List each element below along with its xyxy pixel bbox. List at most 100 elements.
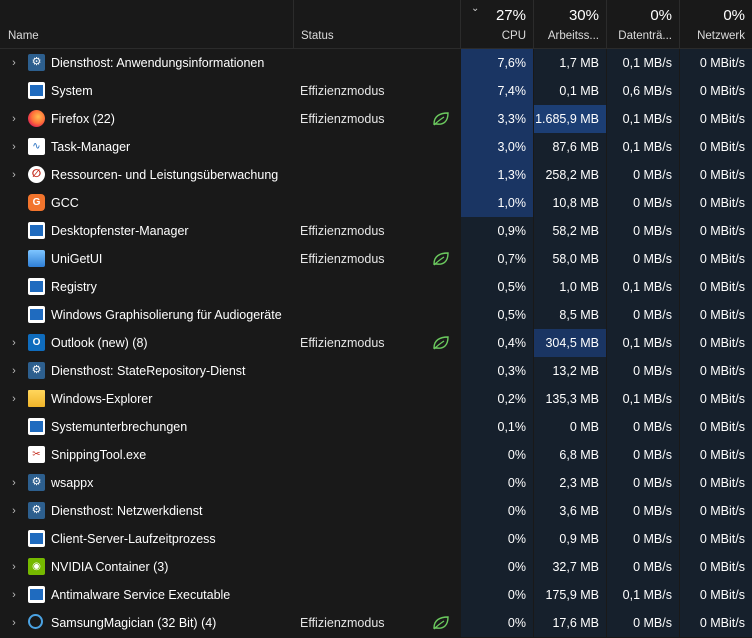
expand-chevron-icon[interactable]: › (12, 169, 16, 181)
expand-chevron-icon[interactable]: › (12, 617, 16, 629)
expand-chevron-icon[interactable]: › (12, 505, 16, 517)
efficiency-leaf-icon (432, 111, 450, 127)
cpu-value: 0,9% (460, 217, 533, 245)
network-value: 0 MBit/s (679, 273, 752, 301)
table-row[interactable]: UniGetUI Effizienzmodus 0,7% 58,0 MB 0 MB/s 0… (0, 245, 752, 273)
disk-value: 0,1 MB/s (606, 385, 679, 413)
task-manager-icon: ∿ (28, 138, 45, 155)
process-name: Windows-Explorer (51, 392, 153, 406)
table-row[interactable]: › ⚙ Diensthost: Netzwerkdienst 0% 3,6 MB 0 MB… (0, 497, 752, 525)
table-row[interactable]: Windows Graphisolierung für Audiogeräte 0… (0, 301, 752, 329)
process-name: Task-Manager (51, 140, 131, 154)
table-row[interactable]: › O Outlook (new) (8) Effizienzmodus 0,4% 304… (0, 329, 752, 357)
process-status (300, 581, 420, 609)
unigetui-icon (28, 250, 45, 267)
table-row[interactable]: G GCC 1,0% 10,8 MB 0 MB/s 0 MBit/s (0, 189, 752, 217)
table-row[interactable]: › ⚙ Diensthost: StateRepository-Dienst 0,3%… (0, 357, 752, 385)
column-header-cpu[interactable]: ⌄ 27% CPU (460, 0, 533, 48)
network-value: 0 MBit/s (679, 245, 752, 273)
cpu-total-percent: 27% (495, 7, 526, 24)
cpu-value: 7,6% (460, 49, 533, 77)
disk-value: 0,1 MB/s (606, 581, 679, 609)
network-value: 0 MBit/s (679, 581, 752, 609)
memory-value: 8,5 MB (533, 301, 606, 329)
expand-chevron-icon[interactable]: › (12, 337, 16, 349)
column-header-disk[interactable]: 0% Datenträ... (606, 0, 679, 48)
cpu-value: 0% (460, 469, 533, 497)
cpu-value: 3,0% (460, 133, 533, 161)
cpu-value: 0% (460, 581, 533, 609)
memory-value: 1,7 MB (533, 49, 606, 77)
disk-value: 0 MB/s (606, 469, 679, 497)
disk-value: 0,1 MB/s (606, 49, 679, 77)
process-status: Effizienzmodus (300, 224, 385, 238)
snipping-tool-icon: ✂ (28, 446, 45, 463)
process-status (300, 385, 420, 413)
disk-value: 0 MB/s (606, 609, 679, 637)
expand-chevron-icon[interactable]: › (12, 141, 16, 153)
gear-icon: ⚙ (28, 474, 45, 491)
process-name: Firefox (22) (51, 112, 115, 126)
cpu-value: 1,3% (460, 161, 533, 189)
table-row[interactable]: › ∿ Task-Manager 3,0% 87,6 MB 0,1 MB/s 0 MBit/… (0, 133, 752, 161)
table-row[interactable]: › ⚙ wsappx 0% 2,3 MB 0 MB/s 0 MBit/s (0, 469, 752, 497)
table-row[interactable]: ✂ SnippingTool.exe 0% 6,8 MB 0 MB/s 0 MBit/s (0, 441, 752, 469)
disk-value: 0 MB/s (606, 217, 679, 245)
column-header-status[interactable]: Status (293, 0, 460, 48)
network-value: 0 MBit/s (679, 385, 752, 413)
disk-value: 0 MB/s (606, 189, 679, 217)
column-header-name-label: Name (8, 30, 39, 42)
cpu-value: 0% (460, 525, 533, 553)
process-status (300, 189, 420, 217)
cpu-value: 1,0% (460, 189, 533, 217)
process-status (300, 525, 420, 553)
column-header-status-label: Status (301, 30, 334, 42)
window-icon (28, 222, 45, 239)
table-row[interactable]: › ∅ Ressourcen- und Leistungsüberwachung 1,… (0, 161, 752, 189)
table-row[interactable]: › Windows-Explorer 0,2% 135,3 MB 0,1 MB/s 0 M… (0, 385, 752, 413)
expand-chevron-icon[interactable]: › (12, 477, 16, 489)
table-row[interactable]: Registry 0,5% 1,0 MB 0,1 MB/s 0 MBit/s (0, 273, 752, 301)
expand-chevron-icon[interactable]: › (12, 57, 16, 69)
process-status: Effizienzmodus (300, 252, 385, 266)
expand-chevron-icon[interactable]: › (12, 365, 16, 377)
column-header-name[interactable]: Name (0, 0, 293, 48)
network-value: 0 MBit/s (679, 77, 752, 105)
table-row[interactable]: › Firefox (22) Effizienzmodus 3,3% 1.685,9 M… (0, 105, 752, 133)
table-row[interactable]: › SamsungMagician (32 Bit) (4) Effizienzmo… (0, 609, 752, 637)
network-value: 0 MBit/s (679, 49, 752, 77)
cpu-value: 0,7% (460, 245, 533, 273)
disk-value: 0 MB/s (606, 161, 679, 189)
memory-value: 17,6 MB (533, 609, 606, 637)
expand-chevron-icon[interactable]: › (12, 561, 16, 573)
table-row[interactable]: › Antimalware Service Executable 0% 175,9 M… (0, 581, 752, 609)
expand-chevron-icon[interactable]: › (12, 589, 16, 601)
column-header-network[interactable]: 0% Netzwerk (679, 0, 752, 48)
gcc-icon: G (28, 194, 45, 211)
process-name: UniGetUI (51, 252, 103, 266)
network-value: 0 MBit/s (679, 357, 752, 385)
process-status (300, 357, 420, 385)
process-status: Effizienzmodus (300, 336, 385, 350)
cpu-value: 0,5% (460, 301, 533, 329)
cpu-value: 0,3% (460, 357, 533, 385)
table-row[interactable]: Systemunterbrechungen 0,1% 0 MB 0 MB/s 0 MBi… (0, 413, 752, 441)
memory-value: 0 MB (533, 413, 606, 441)
expand-chevron-icon[interactable]: › (12, 113, 16, 125)
table-row[interactable]: Client-Server-Laufzeitprozess 0% 0,9 MB 0 M… (0, 525, 752, 553)
table-row[interactable]: System Effizienzmodus 7,4% 0,1 MB 0,6 MB/s 0 … (0, 77, 752, 105)
process-status (300, 273, 420, 301)
process-status: Effizienzmodus (300, 84, 385, 98)
table-row[interactable]: › ◉ NVIDIA Container (3) 0% 32,7 MB 0 MB/s 0 M… (0, 553, 752, 581)
network-value: 0 MBit/s (679, 161, 752, 189)
disk-value: 0 MB/s (606, 413, 679, 441)
table-row[interactable]: Desktopfenster-Manager Effizienzmodus 0,9%… (0, 217, 752, 245)
window-icon (28, 278, 45, 295)
network-value: 0 MBit/s (679, 301, 752, 329)
process-name: Ressourcen- und Leistungsüberwachung (51, 168, 279, 182)
table-row[interactable]: › ⚙ Diensthost: Anwendungsinformationen 7,6… (0, 49, 752, 77)
disk-value: 0 MB/s (606, 357, 679, 385)
column-header-memory[interactable]: 30% Arbeitss... (533, 0, 606, 48)
expand-chevron-icon[interactable]: › (12, 393, 16, 405)
memory-value: 135,3 MB (533, 385, 606, 413)
